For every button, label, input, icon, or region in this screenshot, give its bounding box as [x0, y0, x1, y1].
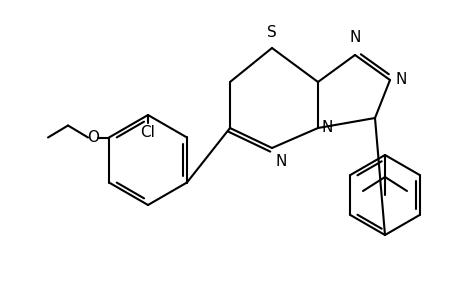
Text: N: N	[321, 121, 333, 136]
Text: N: N	[395, 73, 407, 88]
Text: Cl: Cl	[140, 125, 155, 140]
Text: O: O	[87, 130, 99, 145]
Text: N: N	[348, 30, 360, 45]
Text: S: S	[267, 25, 276, 40]
Text: N: N	[275, 154, 287, 169]
